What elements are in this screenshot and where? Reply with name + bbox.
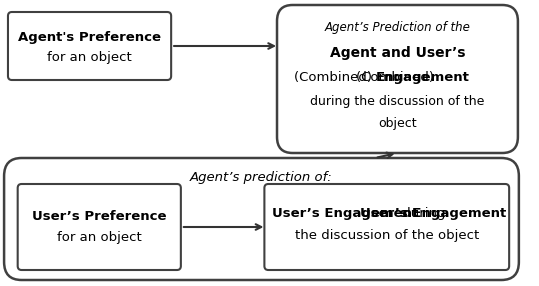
FancyBboxPatch shape (277, 5, 518, 153)
FancyBboxPatch shape (4, 158, 519, 280)
Text: Agent's Preference: Agent's Preference (18, 31, 161, 45)
FancyBboxPatch shape (265, 184, 509, 270)
Text: (Combined): (Combined) (356, 71, 439, 84)
Text: during: during (398, 208, 446, 221)
Text: Agent and User’s: Agent and User’s (330, 46, 465, 60)
Text: during the discussion of the: during the discussion of the (310, 94, 485, 108)
Text: Agent’s prediction of:: Agent’s prediction of: (190, 172, 333, 184)
Text: object: object (378, 116, 417, 130)
Text: Agent’s Prediction of the: Agent’s Prediction of the (324, 21, 471, 33)
FancyBboxPatch shape (8, 12, 171, 80)
Text: for an object: for an object (57, 231, 142, 245)
Text: the discussion of the object: the discussion of the object (295, 229, 479, 243)
Text: (Combined): (Combined) (294, 71, 376, 84)
FancyBboxPatch shape (18, 184, 181, 270)
Text: for an object: for an object (47, 51, 132, 65)
Text: Engagement: Engagement (376, 71, 470, 84)
Text: User’s Engagement: User’s Engagement (272, 208, 418, 221)
Text: User’s Engagement: User’s Engagement (360, 208, 506, 221)
Text: User’s Preference: User’s Preference (32, 210, 167, 223)
